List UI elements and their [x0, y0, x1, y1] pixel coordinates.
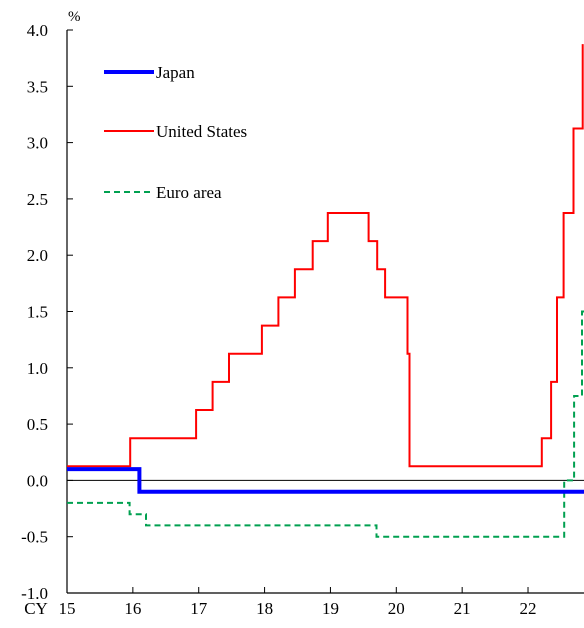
- legend-label: Euro area: [156, 183, 222, 202]
- y-tick-label: 1.0: [27, 359, 48, 378]
- y-tick-label: -1.0: [21, 584, 48, 603]
- x-tick-label: 22: [520, 599, 537, 618]
- x-tick-label: 21: [454, 599, 471, 618]
- chart-axes: 4.0 3.5 3.0 2.5 2.0 1.5 1.0 0.5 0.0 -0.5 -1.0 15 16 1…: [21, 21, 584, 618]
- x-tick-label: 19: [322, 599, 339, 618]
- x-tick-label: 20: [388, 599, 405, 618]
- y-tick-label: -0.5: [21, 528, 48, 547]
- y-tick-label: 1.5: [27, 303, 48, 322]
- y-tick-label: 2.0: [27, 246, 48, 265]
- y-tick-label: 0.5: [27, 415, 48, 434]
- y-tick-label: 0.0: [27, 471, 48, 490]
- y-tick-label: 3.0: [27, 134, 48, 153]
- series-line-euro-area: [67, 310, 584, 538]
- chart-series: [67, 44, 584, 538]
- x-tick-label: 18: [256, 599, 273, 618]
- y-tick-label: 4.0: [27, 21, 48, 40]
- series-line-united-states: [67, 44, 584, 468]
- x-tick-label: 16: [124, 599, 141, 618]
- chart-legend: Japan United States Euro area: [104, 63, 247, 202]
- series-line-japan: [67, 467, 584, 494]
- legend-label: United States: [156, 122, 247, 141]
- y-tick-label: 2.5: [27, 190, 48, 209]
- legend-label: Japan: [156, 63, 195, 82]
- x-axis-prefix: CY: [24, 599, 48, 618]
- y-tick-label: 3.5: [27, 77, 48, 96]
- x-tick-label: 15: [59, 599, 76, 618]
- y-unit-label: %: [68, 9, 81, 25]
- x-tick-label: 17: [190, 599, 208, 618]
